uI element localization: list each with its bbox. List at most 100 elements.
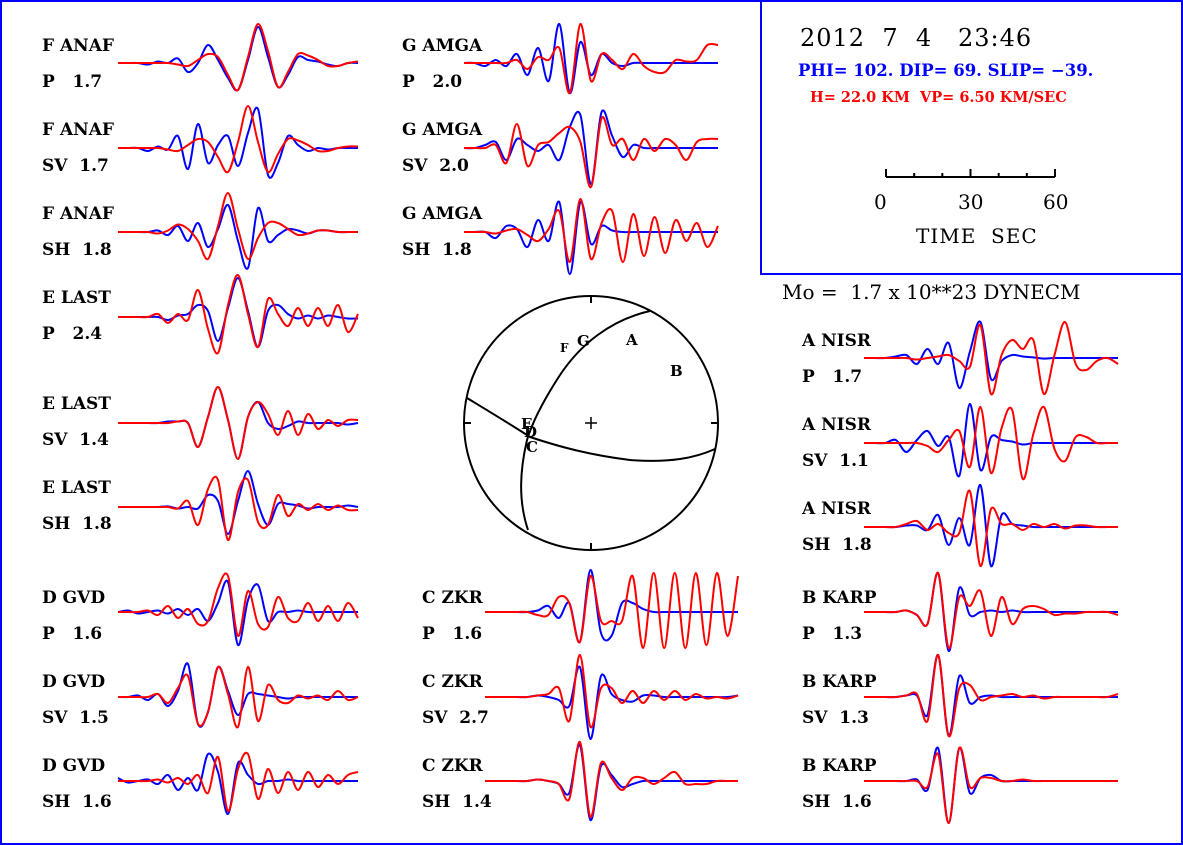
phase-amplitude-label: SV 2.0 — [402, 156, 469, 176]
synthetic-trace — [485, 740, 738, 819]
observed-trace — [864, 746, 1118, 825]
phase-amplitude-label: SH 1.6 — [42, 792, 112, 812]
observed-trace — [463, 200, 718, 276]
station-label: G AMGA — [402, 204, 483, 224]
focal-sphere: F G A B EDC — [463, 295, 719, 551]
event-date: 2012 7 4 23:46 — [800, 24, 1033, 52]
station-label: A NISR — [802, 415, 872, 435]
observed-trace — [484, 665, 739, 741]
mechanism-parameters: PHI= 102. DIP= 69. SLIP= −39. — [798, 61, 1094, 80]
synthetic-trace — [463, 197, 719, 264]
synthetic-trace — [864, 571, 1119, 650]
synthetic-trace — [864, 320, 1119, 396]
station-label: D GVD — [42, 588, 106, 608]
phase-amplitude-label: P 1.7 — [802, 367, 863, 387]
nodal-plane-2 — [466, 397, 716, 462]
synthetic-trace — [484, 653, 739, 729]
phase-amplitude-label: SV 1.4 — [42, 430, 109, 450]
synthetic-trace — [118, 385, 359, 461]
synthetic-trace — [118, 572, 359, 638]
phase-amplitude-label: SH 1.6 — [802, 792, 872, 812]
observed-trace — [117, 579, 358, 647]
observed-trace — [118, 25, 359, 92]
phase-amplitude-label: P 1.6 — [422, 624, 483, 644]
phase-amplitude-label: SV 1.5 — [42, 708, 109, 728]
station-label: E LAST — [42, 288, 111, 308]
station-label: F ANAF — [42, 120, 114, 140]
station-label: F ANAF — [42, 36, 114, 56]
synthetic-trace — [864, 746, 1118, 825]
phase-amplitude-label: SH 1.8 — [802, 535, 872, 555]
observed-trace — [864, 571, 1118, 653]
depth-velocity: H= 22.0 KM VP= 6.50 KM/SEC — [810, 89, 1067, 106]
station-label: B KARP — [802, 756, 877, 776]
phase-amplitude-label: SH 1.8 — [42, 514, 112, 534]
sphere-station-letter: G — [577, 332, 590, 350]
synthetic-trace — [485, 571, 739, 650]
observed-trace — [463, 22, 718, 95]
phase-amplitude-label: SV 1.1 — [802, 451, 869, 471]
phase-amplitude-label: SH 1.4 — [422, 792, 492, 812]
station-label: C ZKR — [422, 672, 483, 692]
synthetic-trace — [863, 653, 1119, 738]
phase-amplitude-label: P 1.7 — [42, 72, 103, 92]
seismic-moment: Mo = 1.7 x 10**23 DYNECM — [782, 280, 1081, 304]
observed-trace — [463, 109, 718, 186]
station-label: G AMGA — [402, 36, 483, 56]
synthetic-trace — [118, 104, 359, 174]
station-label: G AMGA — [402, 120, 483, 140]
sphere-station-letter: D — [524, 423, 537, 441]
phase-amplitude-label: P 1.3 — [802, 624, 863, 644]
station-label: D GVD — [42, 672, 106, 692]
observed-trace — [485, 743, 738, 822]
sphere-station-letter: A — [625, 331, 638, 349]
observed-trace — [117, 203, 358, 270]
station-label: E LAST — [42, 478, 111, 498]
waveform-traces — [117, 22, 1119, 825]
observed-trace — [864, 320, 1118, 390]
observed-trace — [117, 752, 358, 816]
synthetic-trace — [464, 22, 719, 95]
phase-amplitude-label: P 2.0 — [402, 72, 463, 92]
sphere-station-letter: E — [521, 415, 532, 433]
time-scale-label: TIME SEC — [916, 224, 1038, 248]
station-label: E LAST — [42, 394, 111, 414]
phase-amplitude-label: SV 1.7 — [42, 156, 109, 176]
station-label: B KARP — [802, 588, 877, 608]
synthetic-trace — [117, 665, 359, 729]
phase-amplitude-label: P 2.4 — [42, 324, 103, 344]
synthetic-trace — [118, 751, 359, 813]
synthetic-trace — [117, 191, 358, 261]
event-info-box — [760, 0, 1181, 275]
observed-trace — [117, 469, 359, 536]
synthetic-trace — [117, 475, 359, 542]
sphere-station-letter: B — [670, 362, 683, 380]
station-label: A NISR — [802, 499, 872, 519]
synthetic-trace — [864, 489, 1118, 568]
observed-trace — [118, 276, 359, 349]
scale-tick-0: 0 — [874, 190, 887, 214]
observed-trace — [864, 483, 1118, 568]
phase-amplitude-label: SH 1.8 — [402, 240, 472, 260]
nodal-plane-1 — [520, 310, 651, 531]
synthetic-trace — [464, 116, 719, 189]
synthetic-trace — [118, 273, 359, 355]
observed-trace — [864, 402, 1118, 478]
station-label: C ZKR — [422, 588, 483, 608]
station-label: A NISR — [802, 331, 872, 351]
station-label: D GVD — [42, 756, 106, 776]
observed-trace — [118, 106, 358, 179]
station-label: F ANAF — [42, 204, 114, 224]
station-label: B KARP — [802, 672, 877, 692]
scale-tick-30: 30 — [958, 190, 984, 214]
time-scale-bar — [885, 169, 1056, 178]
phase-amplitude-label: SV 2.7 — [422, 708, 489, 728]
synthetic-trace — [864, 405, 1118, 481]
station-label: C ZKR — [422, 756, 483, 776]
phase-amplitude-label: SH 1.8 — [42, 240, 112, 260]
phase-amplitude-label: SV 1.3 — [802, 708, 869, 728]
synthetic-trace — [118, 23, 359, 92]
scale-tick-60: 60 — [1043, 190, 1069, 214]
